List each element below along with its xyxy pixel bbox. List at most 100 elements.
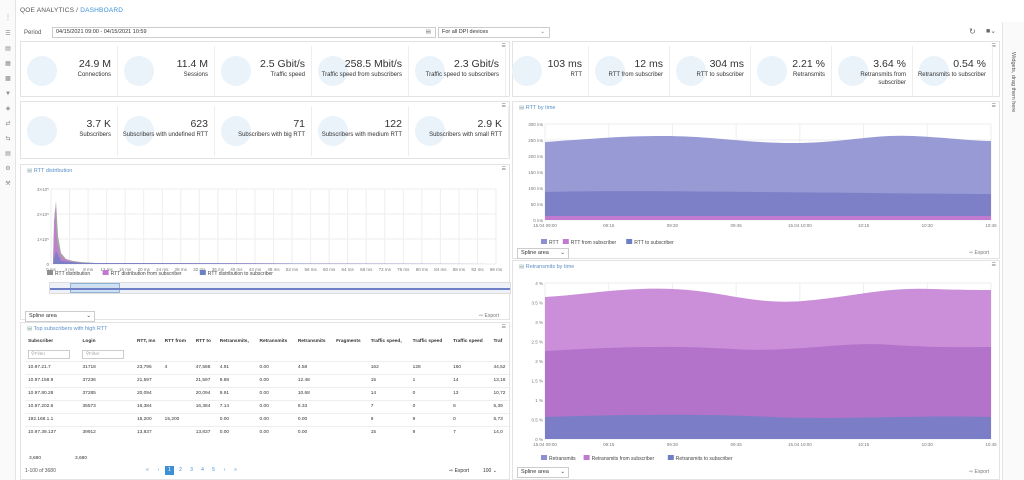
widget-menu-icon[interactable]: ☰	[991, 43, 996, 49]
table-cell: 12.48	[294, 373, 334, 387]
table-row[interactable]: 10.97.21.7 31718 23,795 4 47,588 4.91 0.00 4.58…	[25, 360, 511, 374]
legend-swatch[interactable]	[626, 239, 633, 244]
table-cell: 9	[367, 412, 410, 426]
column-header[interactable]: Traffic speed,	[370, 339, 402, 344]
nav-network-icon[interactable]: ◈	[5, 106, 11, 112]
page-button[interactable]: »	[234, 467, 237, 473]
kpi-card: 2.3 Gbit/s Traffic speed to subscribers	[409, 46, 506, 96]
nav-settings-icon[interactable]: ⚙	[5, 166, 11, 172]
column-header[interactable]: RTT, ms	[136, 339, 156, 344]
period-input[interactable]: 04/15/2021 09:00 - 04/15/2021 10:59 ▤	[52, 27, 436, 38]
nav-bars-icon[interactable]: ▩	[5, 76, 11, 82]
page-button[interactable]: ›	[223, 467, 226, 473]
login-filter-input[interactable]: ⚲Filter	[82, 349, 125, 359]
column-header[interactable]: Traffic speed	[412, 339, 443, 344]
table-cell: 0	[450, 412, 491, 426]
table-cell: 10.97.39.137	[25, 425, 80, 439]
kpi-value: 0.54 %	[953, 58, 986, 70]
legend-swatch[interactable]	[102, 270, 109, 275]
legend-swatch[interactable]	[199, 270, 206, 275]
legend-swatch[interactable]	[667, 455, 674, 460]
column-header[interactable]: Retransmits	[297, 339, 326, 344]
page-button[interactable]: 5	[212, 467, 215, 473]
legend-label[interactable]: Retransmits	[549, 456, 576, 462]
nav-doc-icon[interactable]: ▤	[5, 151, 11, 157]
legend-label[interactable]: RTT	[549, 240, 559, 246]
table-export-button[interactable]: ⇨ Export	[449, 468, 470, 474]
chart-type-select[interactable]: Spline area ⌄	[25, 311, 95, 322]
table-row[interactable]: 192.168.1.1 15,200 15,200 0.00 0.00 0.00 9 9 0 5,…	[25, 412, 511, 426]
page-button[interactable]: 2	[179, 467, 182, 473]
nav-shuffle-icon[interactable]: ⇄	[5, 121, 11, 127]
widget-menu-icon[interactable]: ☰	[501, 43, 506, 49]
legend-swatch[interactable]	[541, 239, 547, 244]
table-row[interactable]: 10.97.80.28 37285 20,094 20,094 9.91 0.00 10.6…	[25, 386, 511, 400]
nav-arrows-icon[interactable]: ⇆	[5, 136, 11, 142]
kpi-icon	[27, 116, 57, 146]
nav-home-icon[interactable]: ⋮	[5, 15, 11, 21]
x-tick-label: 92 ms	[471, 267, 484, 272]
refresh-icon[interactable]: ↻	[969, 27, 976, 36]
legend-label[interactable]: RTT distribution to subscriber	[208, 271, 273, 277]
subscriber-filter-input[interactable]: ⚲Filter	[28, 349, 70, 359]
page-title[interactable]: DASHBOARD	[80, 7, 124, 14]
export-button[interactable]: ⇨ Export	[478, 313, 499, 319]
column-header[interactable]: RTT from	[164, 339, 186, 344]
column-header[interactable]: Login	[82, 339, 96, 344]
x-tick-label: 8 ms	[83, 267, 94, 272]
legend-swatch[interactable]	[541, 455, 547, 460]
export-button[interactable]: ⇨ Export	[968, 250, 989, 256]
page-button[interactable]: «	[146, 467, 149, 473]
nav-stats-icon[interactable]: ▦	[5, 61, 11, 67]
table-row[interactable]: 10.97.39.137 39912 13,837 13,837 0.00 0.00 0.0…	[25, 425, 511, 439]
page-button[interactable]: 1	[165, 466, 174, 475]
legend-swatch[interactable]	[47, 270, 53, 275]
kpi-label: Traffic speed from subscribers	[321, 72, 402, 78]
widget-menu-icon[interactable]: ☰	[501, 103, 506, 109]
column-header[interactable]: Retransmits,	[219, 339, 249, 344]
table-row[interactable]: 10.97.158.9 37236 21,597 21,597 9.88 0.00 12.4…	[25, 373, 511, 387]
legend-label[interactable]: Retransmits to subscriber	[676, 456, 733, 462]
column-header[interactable]: Subscriber	[28, 339, 54, 344]
nav-filter-icon[interactable]: ▼	[5, 91, 11, 97]
widget-menu-icon[interactable]: ☰	[501, 324, 506, 330]
page-button[interactable]: 4	[201, 467, 204, 473]
kpi-icon	[415, 56, 445, 86]
rtt-from-subscriber-area	[545, 216, 991, 220]
column-header[interactable]: Fragments	[336, 339, 361, 344]
page-button[interactable]: ‹	[157, 467, 160, 473]
widget-menu-icon[interactable]: ☰	[501, 166, 506, 172]
table-row[interactable]: 10.97.202.6 35573 16,384 16,384 7.14 0.00 8.33…	[25, 399, 511, 413]
legend-swatch[interactable]	[562, 239, 569, 244]
legend-label[interactable]: Retransmits from subscriber	[592, 456, 655, 462]
per-page-select[interactable]: 100 ⌄	[483, 468, 497, 474]
page-button[interactable]: 3	[190, 467, 193, 473]
legend-label[interactable]: RTT distribution from subscriber	[111, 271, 182, 277]
devices-select[interactable]: For all DPI devices ⌄	[438, 27, 550, 38]
table-cell: 0.00	[256, 360, 295, 374]
legend-label[interactable]: RTT to subscriber	[634, 240, 674, 246]
column-header[interactable]: Retransmits	[259, 339, 288, 344]
legend-swatch[interactable]	[583, 455, 590, 460]
range-navigator[interactable]	[49, 282, 511, 294]
column-header[interactable]: Traf	[493, 339, 503, 344]
widgets-panel-tab[interactable]: Widgets, drag them here	[1002, 22, 1024, 480]
table-cell: 13,837	[133, 425, 162, 439]
chart-type-select[interactable]: Spline area ⌄	[517, 467, 569, 478]
export-button[interactable]: ⇨ Export	[968, 469, 989, 475]
column-header[interactable]: RTT to	[195, 339, 211, 344]
widget-menu-icon[interactable]: ☰	[991, 262, 996, 268]
chart-type-select[interactable]: Spline area ⌄	[517, 248, 569, 259]
calendar-icon[interactable]: ▤	[425, 29, 431, 35]
widget-menu-icon[interactable]: ☰	[991, 103, 996, 109]
legend-label[interactable]: RTT from subscriber	[571, 240, 617, 246]
legend-label[interactable]: RTT distribution	[55, 271, 90, 277]
nav-list-icon[interactable]: ☰	[5, 31, 11, 37]
nav-tools-icon[interactable]: ⚒	[5, 181, 11, 187]
lock-icon[interactable]: ■⌄	[986, 28, 997, 35]
nav-chart-icon[interactable]: ▤	[5, 46, 11, 52]
table-title: ▤ Top subscribers with high RTT	[27, 326, 108, 332]
breadcrumb: QOE ANALYTICS / DASHBOARD	[20, 7, 124, 14]
kpi-icon	[676, 56, 706, 86]
column-header[interactable]: Traffic speed	[453, 339, 483, 344]
